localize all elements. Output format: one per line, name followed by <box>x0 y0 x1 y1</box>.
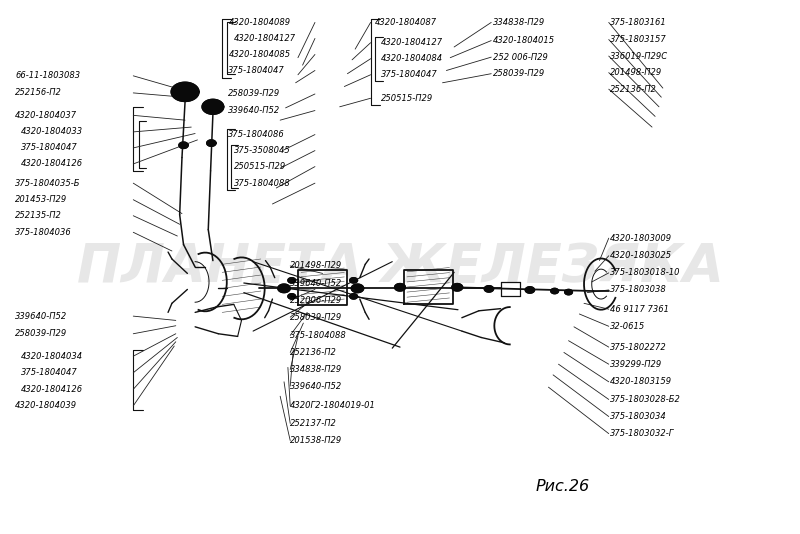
Text: 4320-1804087: 4320-1804087 <box>375 18 438 27</box>
Text: 258039-П29: 258039-П29 <box>15 329 67 338</box>
Text: 375-1803018-10: 375-1803018-10 <box>610 269 681 277</box>
Text: 339640-П52: 339640-П52 <box>228 106 281 115</box>
Text: 375-1803028-Б2: 375-1803028-Б2 <box>610 395 681 404</box>
Text: 375-1803157: 375-1803157 <box>610 35 667 44</box>
Polygon shape <box>171 82 199 101</box>
Text: 375-1804088: 375-1804088 <box>290 331 347 340</box>
Text: 252136-П2: 252136-П2 <box>610 85 657 93</box>
Text: 339640-П52: 339640-П52 <box>290 279 342 287</box>
Text: 4320-1804037: 4320-1804037 <box>15 111 77 120</box>
Polygon shape <box>394 284 406 291</box>
Polygon shape <box>278 284 290 293</box>
Text: 375-1804036: 375-1804036 <box>15 228 72 237</box>
Text: 334838-П29: 334838-П29 <box>290 365 342 374</box>
Text: 258039-П29: 258039-П29 <box>493 69 545 78</box>
Text: 252136-П2: 252136-П2 <box>290 348 337 357</box>
Text: 4320-1804033: 4320-1804033 <box>21 128 83 136</box>
Polygon shape <box>565 289 573 295</box>
Text: 375-3508045: 375-3508045 <box>234 146 290 155</box>
Text: 4320-1804126: 4320-1804126 <box>21 160 83 168</box>
Text: 4320-1804015: 4320-1804015 <box>493 36 555 45</box>
Polygon shape <box>526 287 534 293</box>
Text: ПЛАНЕТА ЖЕЛЕЗЯКА: ПЛАНЕТА ЖЕЛЕЗЯКА <box>77 241 723 293</box>
Text: 375-1803032-Г: 375-1803032-Г <box>610 429 674 438</box>
Text: 4320-1803009: 4320-1803009 <box>610 234 673 242</box>
Text: 32-0615: 32-0615 <box>610 322 646 331</box>
Text: 375-1804047: 375-1804047 <box>228 66 285 75</box>
Text: 4320-1804127: 4320-1804127 <box>234 34 296 43</box>
Text: 201498-П29: 201498-П29 <box>290 262 342 270</box>
Text: 46 9117 7361: 46 9117 7361 <box>610 305 670 313</box>
Text: 4320-1803159: 4320-1803159 <box>610 378 673 386</box>
Polygon shape <box>350 278 358 283</box>
Polygon shape <box>351 284 364 293</box>
Text: 375-1804047: 375-1804047 <box>21 144 78 152</box>
Text: 4320-1803025: 4320-1803025 <box>610 252 673 260</box>
Text: 339640-П52: 339640-П52 <box>15 312 67 320</box>
Text: 375-1803038: 375-1803038 <box>610 286 667 294</box>
Text: 250515-П29: 250515-П29 <box>381 94 433 103</box>
Text: 252156-П2: 252156-П2 <box>15 89 62 97</box>
Text: 4320-1804126: 4320-1804126 <box>21 385 83 394</box>
Polygon shape <box>206 140 216 146</box>
Text: 375-1803034: 375-1803034 <box>610 412 667 421</box>
Text: 4320Г2-1804019-01: 4320Г2-1804019-01 <box>290 402 376 410</box>
Text: 4320-1804089: 4320-1804089 <box>228 18 290 27</box>
Text: 336019-П29С: 336019-П29С <box>610 52 669 60</box>
Text: 250515-П29: 250515-П29 <box>234 162 286 171</box>
Text: 375-1804086: 375-1804086 <box>228 130 285 139</box>
Polygon shape <box>179 142 188 148</box>
Text: 4320-1804034: 4320-1804034 <box>21 352 83 360</box>
Text: 375-1804047: 375-1804047 <box>21 368 78 377</box>
Text: 201498-П29: 201498-П29 <box>610 68 662 77</box>
Text: 258039-П29: 258039-П29 <box>228 90 281 98</box>
Polygon shape <box>202 99 224 114</box>
Polygon shape <box>288 278 296 283</box>
Text: 4320-1804127: 4320-1804127 <box>381 38 442 47</box>
Polygon shape <box>452 284 462 291</box>
Text: 201538-П29: 201538-П29 <box>290 436 342 445</box>
Text: 252135-П2: 252135-П2 <box>15 211 62 220</box>
Text: 4320-1804084: 4320-1804084 <box>381 54 442 63</box>
Polygon shape <box>288 294 296 299</box>
Text: 252137-П2: 252137-П2 <box>290 419 337 428</box>
Text: 252006-П29: 252006-П29 <box>290 296 342 304</box>
Text: 339640-П52: 339640-П52 <box>290 382 342 390</box>
Text: 334838-П29: 334838-П29 <box>493 18 545 27</box>
Text: 258039-П29: 258039-П29 <box>290 313 342 321</box>
Text: 375-1803161: 375-1803161 <box>610 18 667 27</box>
Text: 4320-1804039: 4320-1804039 <box>15 402 77 410</box>
Text: 375-1804035-Б: 375-1804035-Б <box>15 179 81 187</box>
Text: 252 006-П29: 252 006-П29 <box>493 53 548 61</box>
Text: 375-1804088: 375-1804088 <box>234 179 290 187</box>
Text: 4320-1804085: 4320-1804085 <box>228 50 290 59</box>
Polygon shape <box>550 288 558 294</box>
Polygon shape <box>350 294 358 299</box>
Text: 375-1804047: 375-1804047 <box>381 70 438 79</box>
Polygon shape <box>484 286 494 292</box>
Text: Рис.26: Рис.26 <box>535 479 590 494</box>
Text: 66-11-1803083: 66-11-1803083 <box>15 72 80 80</box>
Text: 201453-П29: 201453-П29 <box>15 195 67 204</box>
Text: 375-1802272: 375-1802272 <box>610 343 667 351</box>
Text: 339299-П29: 339299-П29 <box>610 360 662 368</box>
